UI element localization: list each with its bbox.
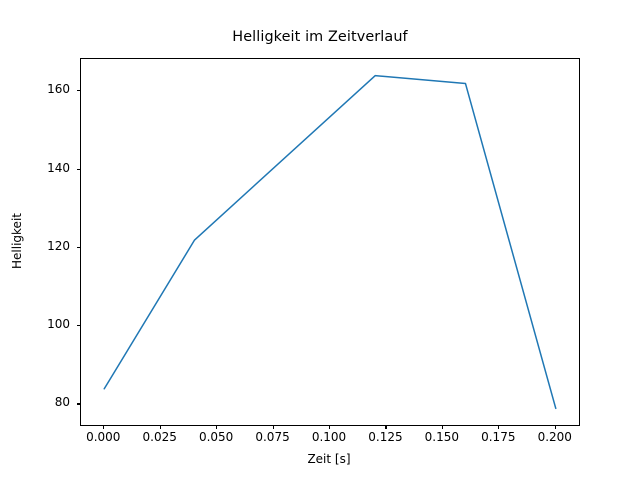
x-tick-mark [441, 425, 443, 429]
y-tick-label: 120 [47, 238, 70, 253]
x-tick-mark [216, 425, 218, 429]
x-tick-label: 0.025 [142, 430, 177, 444]
y-tick-mark [76, 403, 80, 405]
x-tick-mark [498, 425, 500, 429]
plot-area [80, 58, 580, 426]
y-tick-label: 100 [47, 317, 70, 332]
x-tick-label: 0.175 [481, 430, 516, 444]
x-tick-mark [159, 425, 161, 429]
x-axis-label: Zeit [s] [307, 452, 351, 466]
x-tick-mark [554, 425, 556, 429]
y-tick-mark [76, 246, 80, 248]
x-tick-label: 0.100 [311, 430, 347, 444]
x-tick-mark [385, 425, 387, 429]
chart-title: Helligkeit im Zeitverlauf [232, 29, 408, 45]
line-series-helligkeit [103, 74, 557, 410]
y-tick-mark [76, 168, 80, 170]
x-tick-label: 0.000 [86, 430, 121, 444]
x-tick-mark [272, 425, 274, 429]
y-tick-mark [76, 325, 80, 327]
data-series-line [103, 74, 557, 410]
y-tick-label: 140 [47, 160, 70, 175]
y-tick-label: 80 [54, 395, 70, 410]
x-tick-label: 0.125 [368, 430, 403, 444]
x-tick-label: 0.200 [537, 430, 572, 444]
x-tick-mark [103, 425, 105, 429]
x-tick-label: 0.150 [424, 430, 460, 444]
y-tick-label: 160 [47, 82, 70, 97]
x-tick-label: 0.050 [198, 430, 234, 444]
x-tick-label: 0.075 [255, 430, 290, 444]
y-tick-mark [76, 90, 80, 92]
x-tick-mark [329, 425, 331, 429]
